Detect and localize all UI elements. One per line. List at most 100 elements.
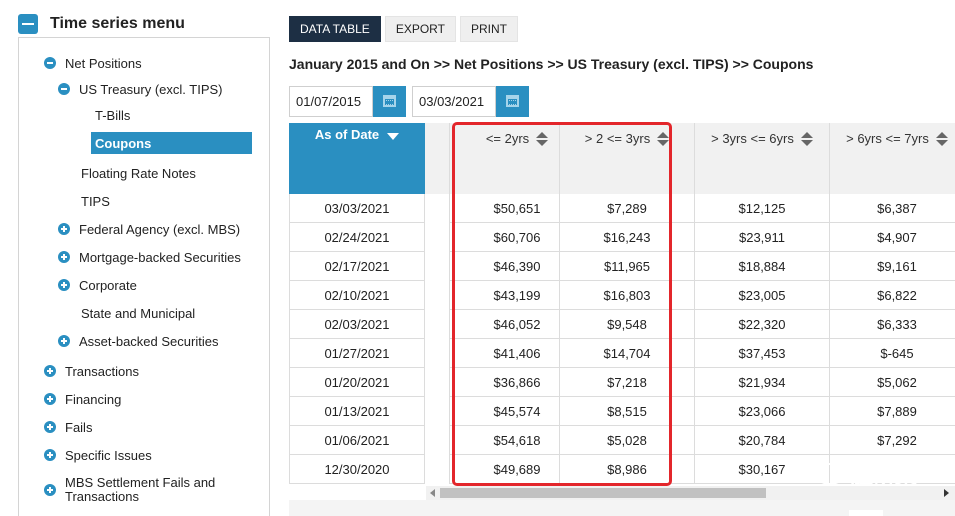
plus-circle-icon[interactable] xyxy=(44,365,56,377)
sidebar-item-label: MBS Settlement Fails and Transactions xyxy=(65,475,216,504)
table-cell: $8,515 xyxy=(560,397,694,426)
plus-circle-icon[interactable] xyxy=(58,223,70,235)
table-cell: $9,161 xyxy=(830,252,955,281)
view-tabs: DATA TABLE EXPORT PRINT xyxy=(289,16,522,42)
collapse-icon[interactable] xyxy=(18,14,38,34)
table-cell: 01/06/2021 xyxy=(289,426,425,455)
table-cell: 02/17/2021 xyxy=(289,252,425,281)
table-cell: $36,866 xyxy=(450,368,584,397)
sidebar-item-label: T-Bills xyxy=(95,107,131,123)
sort-desc-icon xyxy=(387,133,400,140)
column-as-of-date: As of Date 03/03/2021 02/24/2021 02/17/2… xyxy=(289,123,425,484)
sidebar-item-mortgage-backed[interactable]: Mortgage-backed Securities xyxy=(58,246,241,268)
sidebar-item-label: US Treasury (excl. TIPS) xyxy=(79,81,223,97)
table-cell: $5,028 xyxy=(560,426,694,455)
sidebar-item-us-treasury[interactable]: US Treasury (excl. TIPS) xyxy=(58,78,223,100)
sidebar-item-fails[interactable]: Fails xyxy=(44,416,92,438)
plus-circle-icon[interactable] xyxy=(44,393,56,405)
sidebar-item-label: Mortgage-backed Securities xyxy=(79,249,241,265)
minus-circle-icon[interactable] xyxy=(58,83,70,95)
sidebar-item-t-bills[interactable]: T-Bills xyxy=(95,104,130,126)
column-le-2yrs: <= 2yrs $50,651 $60,706 $46,390 $43,199 … xyxy=(449,123,584,484)
sort-icon xyxy=(536,132,549,194)
table-footer xyxy=(289,500,955,516)
scroll-right-icon[interactable] xyxy=(944,489,949,497)
sidebar-item-label: Fails xyxy=(65,419,93,435)
sidebar-item-state-municipal[interactable]: State and Municipal xyxy=(81,302,195,324)
sidebar-item-floating-rate-notes[interactable]: Floating Rate Notes xyxy=(81,162,196,184)
sidebar-item-label: Floating Rate Notes xyxy=(81,165,196,181)
wechat-logo-icon xyxy=(815,463,845,485)
end-date-calendar-button[interactable] xyxy=(496,86,529,117)
sidebar-header[interactable]: Time series menu xyxy=(18,12,185,36)
column-2-3yrs: > 2 <= 3yrs $7,289 $16,243 $11,965 $16,8… xyxy=(559,123,694,484)
table-cell: $7,289 xyxy=(560,194,694,223)
sidebar-item-label: State and Municipal xyxy=(81,305,196,321)
column-header-2-3yrs[interactable]: > 2 <= 3yrs xyxy=(560,123,694,194)
horizontal-scrollbar[interactable] xyxy=(426,486,955,500)
sort-icon xyxy=(800,132,813,194)
plus-circle-icon[interactable] xyxy=(58,279,70,291)
watermark: 胜研集 xyxy=(815,458,917,490)
tab-data-table[interactable]: DATA TABLE xyxy=(289,16,381,42)
end-date-input[interactable] xyxy=(412,86,496,117)
table-cell: 01/20/2021 xyxy=(289,368,425,397)
plus-circle-icon[interactable] xyxy=(58,251,70,263)
plus-circle-icon[interactable] xyxy=(44,484,56,496)
table-cell: $43,199 xyxy=(450,281,584,310)
start-date-input[interactable] xyxy=(289,86,373,117)
table-cell: 02/03/2021 xyxy=(289,310,425,339)
footer-gap xyxy=(849,510,883,516)
table-cell: $21,934 xyxy=(695,368,829,397)
table-cell: $60,706 xyxy=(450,223,584,252)
table-cell: $37,453 xyxy=(695,339,829,368)
column-header-6-7yrs[interactable]: > 6yrs <= 7yrs xyxy=(830,123,955,194)
table-cell: $4,907 xyxy=(830,223,955,252)
column-header-as-of-date[interactable]: As of Date xyxy=(289,123,425,194)
sidebar-item-net-positions[interactable]: Net Positions xyxy=(44,52,142,74)
column-3-6yrs: > 3yrs <= 6yrs $12,125 $23,911 $18,884 $… xyxy=(694,123,829,484)
plus-circle-icon[interactable] xyxy=(58,335,70,347)
sidebar-item-label: Transactions xyxy=(65,363,139,379)
table-cell: $6,822 xyxy=(830,281,955,310)
table-cell: 03/03/2021 xyxy=(289,194,425,223)
sidebar-item-coupons[interactable]: Coupons xyxy=(91,132,252,154)
sidebar-item-label: Federal Agency (excl. MBS) xyxy=(79,221,241,237)
tab-print[interactable]: PRINT xyxy=(459,16,518,42)
table-cell: 01/13/2021 xyxy=(289,397,425,426)
plus-circle-icon[interactable] xyxy=(44,421,56,433)
start-date-calendar-button[interactable] xyxy=(373,86,406,117)
sidebar-item-specific-issues[interactable]: Specific Issues xyxy=(44,444,152,466)
table-cell: $16,803 xyxy=(560,281,694,310)
table-cell: $23,066 xyxy=(695,397,829,426)
sidebar-item-tips[interactable]: TIPS xyxy=(81,190,110,212)
scroll-left-icon[interactable] xyxy=(430,489,435,497)
table-cell: 02/24/2021 xyxy=(289,223,425,252)
minus-circle-icon[interactable] xyxy=(44,57,56,69)
table-cell: 02/10/2021 xyxy=(289,281,425,310)
sidebar-item-label: TIPS xyxy=(81,193,110,209)
table-cell: $7,292 xyxy=(830,426,955,455)
sidebar-item-federal-agency[interactable]: Federal Agency (excl. MBS) xyxy=(58,218,240,240)
sidebar-item-label: Net Positions xyxy=(65,55,142,71)
table-cell xyxy=(830,455,955,484)
table-cell: $-645 xyxy=(830,339,955,368)
sidebar-item-label: Coupons xyxy=(95,135,152,151)
sidebar-item-asset-backed[interactable]: Asset-backed Securities xyxy=(58,330,218,352)
sidebar-title: Time series menu xyxy=(50,15,185,32)
column-header-3-6yrs[interactable]: > 3yrs <= 6yrs xyxy=(695,123,829,194)
table-cell: $45,574 xyxy=(450,397,584,426)
sort-icon xyxy=(935,132,948,194)
sidebar-item-transactions[interactable]: Transactions xyxy=(44,360,139,382)
table-cell: $41,406 xyxy=(450,339,584,368)
sidebar-item-corporate[interactable]: Corporate xyxy=(58,274,137,296)
sidebar-item-mbs-settlement[interactable]: MBS Settlement Fails and Transactions xyxy=(44,476,225,506)
sidebar-item-financing[interactable]: Financing xyxy=(44,388,121,410)
table-cell: 12/30/2020 xyxy=(289,455,425,484)
tab-export[interactable]: EXPORT xyxy=(384,16,456,42)
table-cell: $50,651 xyxy=(450,194,584,223)
sidebar-item-label: Financing xyxy=(65,391,122,407)
scrollbar-thumb[interactable] xyxy=(440,488,766,498)
table-cell: $8,986 xyxy=(560,455,694,484)
plus-circle-icon[interactable] xyxy=(44,449,56,461)
